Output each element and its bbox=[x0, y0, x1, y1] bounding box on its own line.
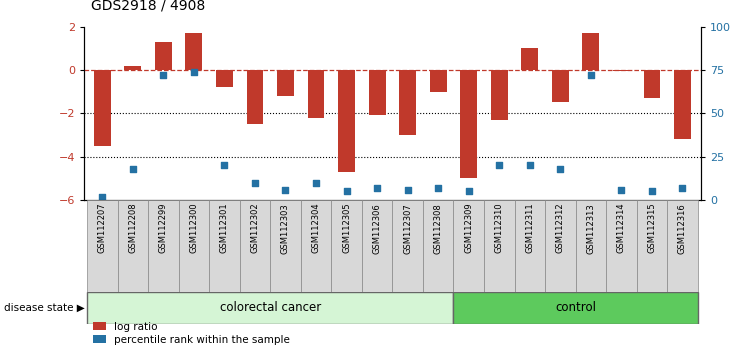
Point bbox=[524, 162, 536, 168]
Bar bbox=[94, 70, 111, 146]
Text: GSM112312: GSM112312 bbox=[556, 203, 565, 253]
Bar bbox=[369, 70, 385, 115]
Bar bbox=[270, 200, 301, 292]
Text: GSM112306: GSM112306 bbox=[372, 203, 382, 253]
Bar bbox=[331, 200, 362, 292]
Text: GSM112313: GSM112313 bbox=[586, 203, 596, 253]
Bar bbox=[362, 200, 393, 292]
Text: GSM112316: GSM112316 bbox=[678, 203, 687, 253]
Bar bbox=[674, 70, 691, 139]
Text: GSM112207: GSM112207 bbox=[98, 203, 107, 253]
Bar bbox=[87, 292, 453, 324]
Bar bbox=[491, 70, 507, 120]
Text: GSM112307: GSM112307 bbox=[403, 203, 412, 253]
Legend: log ratio, percentile rank within the sample: log ratio, percentile rank within the sa… bbox=[89, 317, 294, 349]
Point bbox=[218, 162, 230, 168]
Text: control: control bbox=[555, 302, 596, 314]
Bar bbox=[185, 33, 202, 70]
Text: colorectal cancer: colorectal cancer bbox=[220, 302, 321, 314]
Bar bbox=[575, 200, 606, 292]
Point bbox=[432, 185, 444, 191]
Point bbox=[96, 194, 108, 199]
Bar bbox=[399, 70, 416, 135]
Point bbox=[555, 166, 566, 172]
Bar bbox=[124, 65, 141, 70]
Bar bbox=[545, 200, 575, 292]
Point bbox=[158, 72, 169, 78]
Bar bbox=[515, 200, 545, 292]
Point bbox=[677, 185, 688, 191]
Text: GSM112309: GSM112309 bbox=[464, 203, 473, 253]
Bar bbox=[453, 292, 698, 324]
Bar bbox=[277, 70, 294, 96]
Bar bbox=[430, 70, 447, 92]
Text: GSM112304: GSM112304 bbox=[312, 203, 320, 253]
Point bbox=[372, 185, 383, 191]
Point bbox=[280, 187, 291, 193]
Bar bbox=[667, 200, 698, 292]
Text: GSM112208: GSM112208 bbox=[128, 203, 137, 253]
Bar bbox=[155, 42, 172, 70]
Point bbox=[188, 69, 200, 74]
Bar bbox=[216, 70, 233, 87]
Bar bbox=[307, 70, 324, 118]
Bar bbox=[179, 200, 210, 292]
Text: GSM112315: GSM112315 bbox=[648, 203, 656, 253]
Bar bbox=[453, 200, 484, 292]
Bar bbox=[613, 70, 630, 71]
Bar bbox=[87, 200, 118, 292]
Bar bbox=[338, 70, 355, 172]
Text: GSM112305: GSM112305 bbox=[342, 203, 351, 253]
Text: GSM112299: GSM112299 bbox=[159, 203, 168, 253]
Bar bbox=[484, 200, 515, 292]
Point bbox=[310, 180, 322, 185]
Point bbox=[615, 187, 627, 193]
Bar bbox=[393, 200, 423, 292]
Point bbox=[402, 187, 413, 193]
Point bbox=[127, 166, 139, 172]
Text: GSM112303: GSM112303 bbox=[281, 203, 290, 253]
Bar bbox=[301, 200, 331, 292]
Bar bbox=[118, 200, 148, 292]
Point bbox=[341, 188, 353, 194]
Point bbox=[585, 72, 596, 78]
Text: GSM112311: GSM112311 bbox=[526, 203, 534, 253]
Text: GSM112310: GSM112310 bbox=[495, 203, 504, 253]
Bar bbox=[148, 200, 179, 292]
Text: GSM112308: GSM112308 bbox=[434, 203, 442, 253]
Text: GSM112302: GSM112302 bbox=[250, 203, 259, 253]
Point bbox=[646, 188, 658, 194]
Bar bbox=[637, 200, 667, 292]
Point bbox=[463, 188, 474, 194]
Bar bbox=[210, 200, 239, 292]
Bar bbox=[552, 70, 569, 102]
Bar bbox=[239, 200, 270, 292]
Bar bbox=[644, 70, 661, 98]
Point bbox=[249, 180, 261, 185]
Text: GSM112301: GSM112301 bbox=[220, 203, 229, 253]
Bar bbox=[521, 48, 538, 70]
Bar bbox=[423, 200, 453, 292]
Bar bbox=[606, 200, 637, 292]
Text: GSM112300: GSM112300 bbox=[189, 203, 199, 253]
Bar bbox=[247, 70, 264, 124]
Bar bbox=[583, 33, 599, 70]
Text: GDS2918 / 4908: GDS2918 / 4908 bbox=[91, 0, 206, 12]
Point bbox=[493, 162, 505, 168]
Text: GSM112314: GSM112314 bbox=[617, 203, 626, 253]
Text: disease state ▶: disease state ▶ bbox=[4, 303, 85, 313]
Bar bbox=[461, 70, 477, 178]
